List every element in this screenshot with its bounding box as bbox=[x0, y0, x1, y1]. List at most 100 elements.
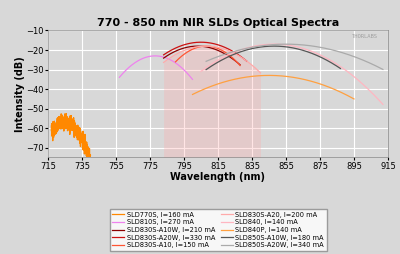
SLD830S-A10W, I=210 mA bbox=[161, 57, 166, 60]
SLD840, I=140 mA bbox=[338, 65, 342, 68]
SLD770S, I=160 mA bbox=[70, 126, 75, 129]
Line: SLD840P, I=140 mA: SLD840P, I=140 mA bbox=[192, 75, 354, 99]
SLD770S, I=160 mA bbox=[49, 124, 54, 128]
Legend: SLD770S, I=160 mA, SLD810S, I=270 mA, SLD830S-A10W, I=210 mA, SLD830S-A20W, I=33: SLD770S, I=160 mA, SLD810S, I=270 mA, SL… bbox=[110, 209, 326, 251]
SLD840P, I=140 mA bbox=[266, 74, 271, 77]
SLD850S-A10W, I=180 mA bbox=[291, 46, 296, 50]
SLD830S-A20W, I=330 mA bbox=[161, 53, 166, 56]
SLD850S-A10W, I=180 mA bbox=[237, 51, 242, 54]
SLD770S, I=160 mA bbox=[64, 112, 69, 115]
Line: SLD850S-A10W, I=180 mA: SLD850S-A10W, I=180 mA bbox=[206, 46, 340, 70]
SLD830S-A10W, I=210 mA bbox=[222, 52, 226, 55]
SLD850S-A10W, I=180 mA bbox=[216, 60, 221, 63]
SLD810S, I=270 mA bbox=[158, 55, 163, 58]
SLD770S, I=160 mA bbox=[84, 142, 88, 146]
SLD840, I=140 mA bbox=[199, 70, 204, 73]
SLD850S-A10W, I=180 mA bbox=[208, 65, 213, 68]
SLD850S-A10W, I=180 mA bbox=[204, 68, 208, 71]
SLD850S-A20W, I=340 mA bbox=[380, 68, 385, 71]
SLD840, I=140 mA bbox=[272, 43, 276, 46]
SLD830S-A20, I=200 mA bbox=[187, 47, 192, 50]
SLD830S-A20, I=200 mA bbox=[162, 60, 167, 63]
SLD840P, I=140 mA bbox=[190, 93, 195, 96]
SLD840, I=140 mA bbox=[205, 65, 210, 68]
Line: SLD850S-A20W, I=340 mA: SLD850S-A20W, I=340 mA bbox=[206, 44, 383, 69]
Text: THORLABS: THORLABS bbox=[352, 34, 378, 39]
SLD810S, I=270 mA bbox=[123, 69, 128, 72]
SLD830S-A10W, I=210 mA bbox=[210, 47, 214, 50]
SLD830S-A10, I=150 mA bbox=[222, 50, 226, 53]
SLD850S-A10W, I=180 mA bbox=[229, 54, 234, 57]
SLD840, I=140 mA bbox=[238, 49, 242, 52]
SLD840P, I=140 mA bbox=[301, 78, 306, 81]
SLD770S, I=160 mA bbox=[85, 156, 90, 159]
SLD830S-A10, I=150 mA bbox=[204, 45, 208, 48]
SLD770S, I=160 mA bbox=[78, 134, 83, 137]
SLD830S-A20, I=200 mA bbox=[214, 45, 219, 49]
SLD840P, I=140 mA bbox=[352, 98, 356, 101]
SLD830S-A20W, I=330 mA bbox=[230, 49, 234, 52]
SLD830S-A10W, I=210 mA bbox=[238, 63, 242, 66]
SLD810S, I=270 mA bbox=[178, 65, 183, 68]
SLD810S, I=270 mA bbox=[190, 78, 195, 81]
SLD830S-A20W, I=330 mA bbox=[214, 43, 218, 46]
SLD840, I=140 mA bbox=[361, 83, 366, 86]
SLD830S-A10, I=150 mA bbox=[238, 64, 242, 67]
SLD830S-A20, I=200 mA bbox=[204, 45, 208, 48]
SLD830S-A10W, I=210 mA bbox=[192, 45, 197, 48]
SLD830S-A20, I=200 mA bbox=[162, 60, 166, 64]
SLD840P, I=140 mA bbox=[339, 91, 344, 94]
SLD830S-A10, I=150 mA bbox=[188, 49, 193, 52]
Title: 770 - 850 nm NIR SLDs Optical Spectra: 770 - 850 nm NIR SLDs Optical Spectra bbox=[97, 18, 339, 28]
SLD840, I=140 mA bbox=[215, 59, 220, 62]
SLD850S-A10W, I=180 mA bbox=[270, 45, 275, 48]
SLD770S, I=160 mA bbox=[52, 129, 57, 132]
SLD830S-A20W, I=330 mA bbox=[166, 51, 170, 54]
SLD840P, I=140 mA bbox=[337, 90, 342, 93]
SLD840P, I=140 mA bbox=[231, 78, 236, 81]
SLD850S-A20W, I=340 mA bbox=[243, 47, 248, 50]
SLD840, I=140 mA bbox=[380, 103, 385, 106]
SLD830S-A10W, I=210 mA bbox=[175, 49, 180, 52]
Line: SLD830S-A10W, I=210 mA: SLD830S-A10W, I=210 mA bbox=[164, 46, 240, 65]
SLD810S, I=270 mA bbox=[122, 70, 127, 73]
SLD840P, I=140 mA bbox=[306, 79, 310, 82]
SLD810S, I=270 mA bbox=[117, 76, 122, 79]
SLD770S, I=160 mA bbox=[57, 124, 62, 127]
SLD850S-A20W, I=340 mA bbox=[320, 46, 325, 49]
SLD830S-A10, I=150 mA bbox=[173, 60, 178, 63]
SLD830S-A10, I=150 mA bbox=[187, 49, 192, 52]
SLD770S, I=160 mA bbox=[88, 154, 93, 157]
Line: SLD840, I=140 mA: SLD840, I=140 mA bbox=[201, 44, 383, 104]
Line: SLD830S-A10, I=150 mA: SLD830S-A10, I=150 mA bbox=[176, 46, 240, 66]
SLD850S-A20W, I=340 mA bbox=[345, 53, 350, 56]
Line: SLD830S-A20, I=200 mA: SLD830S-A20, I=200 mA bbox=[164, 46, 260, 73]
SLD830S-A20W, I=330 mA bbox=[239, 56, 244, 59]
X-axis label: Wavelength (nm): Wavelength (nm) bbox=[170, 172, 266, 182]
Line: SLD830S-A20W, I=330 mA: SLD830S-A20W, I=330 mA bbox=[164, 42, 247, 61]
SLD830S-A20W, I=330 mA bbox=[206, 41, 211, 44]
SLD830S-A10W, I=210 mA bbox=[195, 45, 200, 48]
SLD830S-A20W, I=330 mA bbox=[208, 41, 212, 44]
SLD850S-A20W, I=340 mA bbox=[341, 52, 346, 55]
SLD830S-A20, I=200 mA bbox=[207, 45, 212, 48]
SLD850S-A20W, I=340 mA bbox=[284, 43, 288, 46]
SLD830S-A10W, I=210 mA bbox=[227, 55, 232, 58]
Line: SLD770S, I=160 mA: SLD770S, I=160 mA bbox=[52, 114, 90, 157]
SLD770S, I=160 mA bbox=[76, 128, 81, 131]
SLD830S-A20, I=200 mA bbox=[161, 61, 166, 64]
Line: SLD810S, I=270 mA: SLD810S, I=270 mA bbox=[120, 56, 192, 79]
Y-axis label: Intensity (dB): Intensity (dB) bbox=[15, 56, 25, 132]
SLD830S-A10, I=150 mA bbox=[202, 45, 206, 48]
SLD850S-A20W, I=340 mA bbox=[204, 60, 208, 63]
SLD810S, I=270 mA bbox=[189, 76, 194, 79]
SLD850S-A10W, I=180 mA bbox=[338, 67, 343, 70]
SLD810S, I=270 mA bbox=[153, 54, 158, 57]
SLD850S-A20W, I=340 mA bbox=[214, 56, 218, 59]
SLD830S-A10W, I=210 mA bbox=[182, 46, 187, 49]
SLD830S-A20, I=200 mA bbox=[258, 71, 263, 74]
SLD810S, I=270 mA bbox=[148, 55, 152, 58]
SLD840P, I=140 mA bbox=[263, 74, 268, 77]
SLD850S-A20W, I=340 mA bbox=[228, 51, 233, 54]
SLD830S-A20, I=200 mA bbox=[198, 45, 202, 48]
